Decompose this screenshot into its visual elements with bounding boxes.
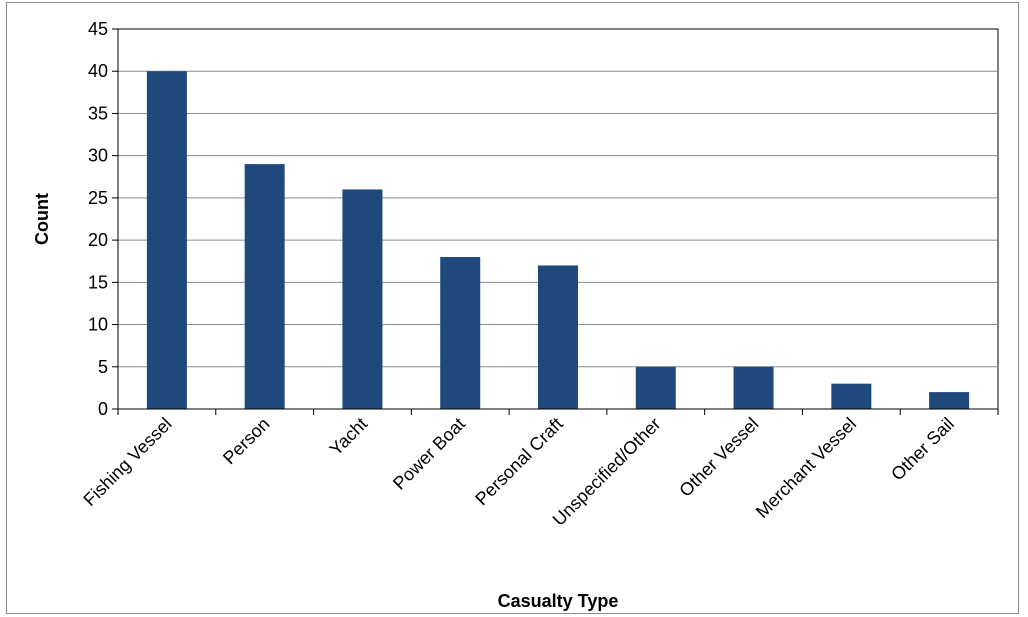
bar [244,164,285,409]
bar [733,366,774,409]
x-tick-label: Person [219,414,273,468]
x-tick-label: Merchant Vessel [752,414,860,522]
x-axis-title: Casualty Type [498,591,619,611]
y-tick-label: 35 [88,103,108,123]
y-tick-label: 25 [88,188,108,208]
x-tick-label: Other Sail [887,414,958,485]
y-tick-label: 30 [88,146,108,166]
bar [831,383,872,409]
x-tick-label: Other Vessel [675,414,762,501]
x-tick-label: Yacht [326,414,372,460]
y-tick-label: 10 [88,315,108,335]
y-tick-labels: 0 5 10 15 20 25 30 35 40 45 [88,19,108,419]
x-tick-label: Unspecified/Other [549,414,665,530]
bar [538,265,578,409]
axes [112,28,999,415]
y-tick-label: 0 [98,399,108,419]
x-tick-label: Fishing Vessel [80,414,176,510]
y-axis-title: Count [32,193,52,245]
bar [440,257,481,409]
y-tick-label: 5 [98,357,108,377]
bar [342,189,383,409]
y-tick-label: 45 [88,19,108,39]
bar [635,366,676,409]
x-tick-label: Power Boat [389,414,469,494]
x-tick-label: Personal Craft [471,414,567,510]
bar [929,392,970,409]
y-tick-label: 15 [88,272,108,292]
x-tick-labels: Fishing Vessel Person Yacht Power Boat Perso… [80,414,958,530]
y-tick-label: 20 [88,230,108,250]
y-tick-label: 40 [88,61,108,81]
bars [146,71,970,409]
bar [146,71,187,409]
